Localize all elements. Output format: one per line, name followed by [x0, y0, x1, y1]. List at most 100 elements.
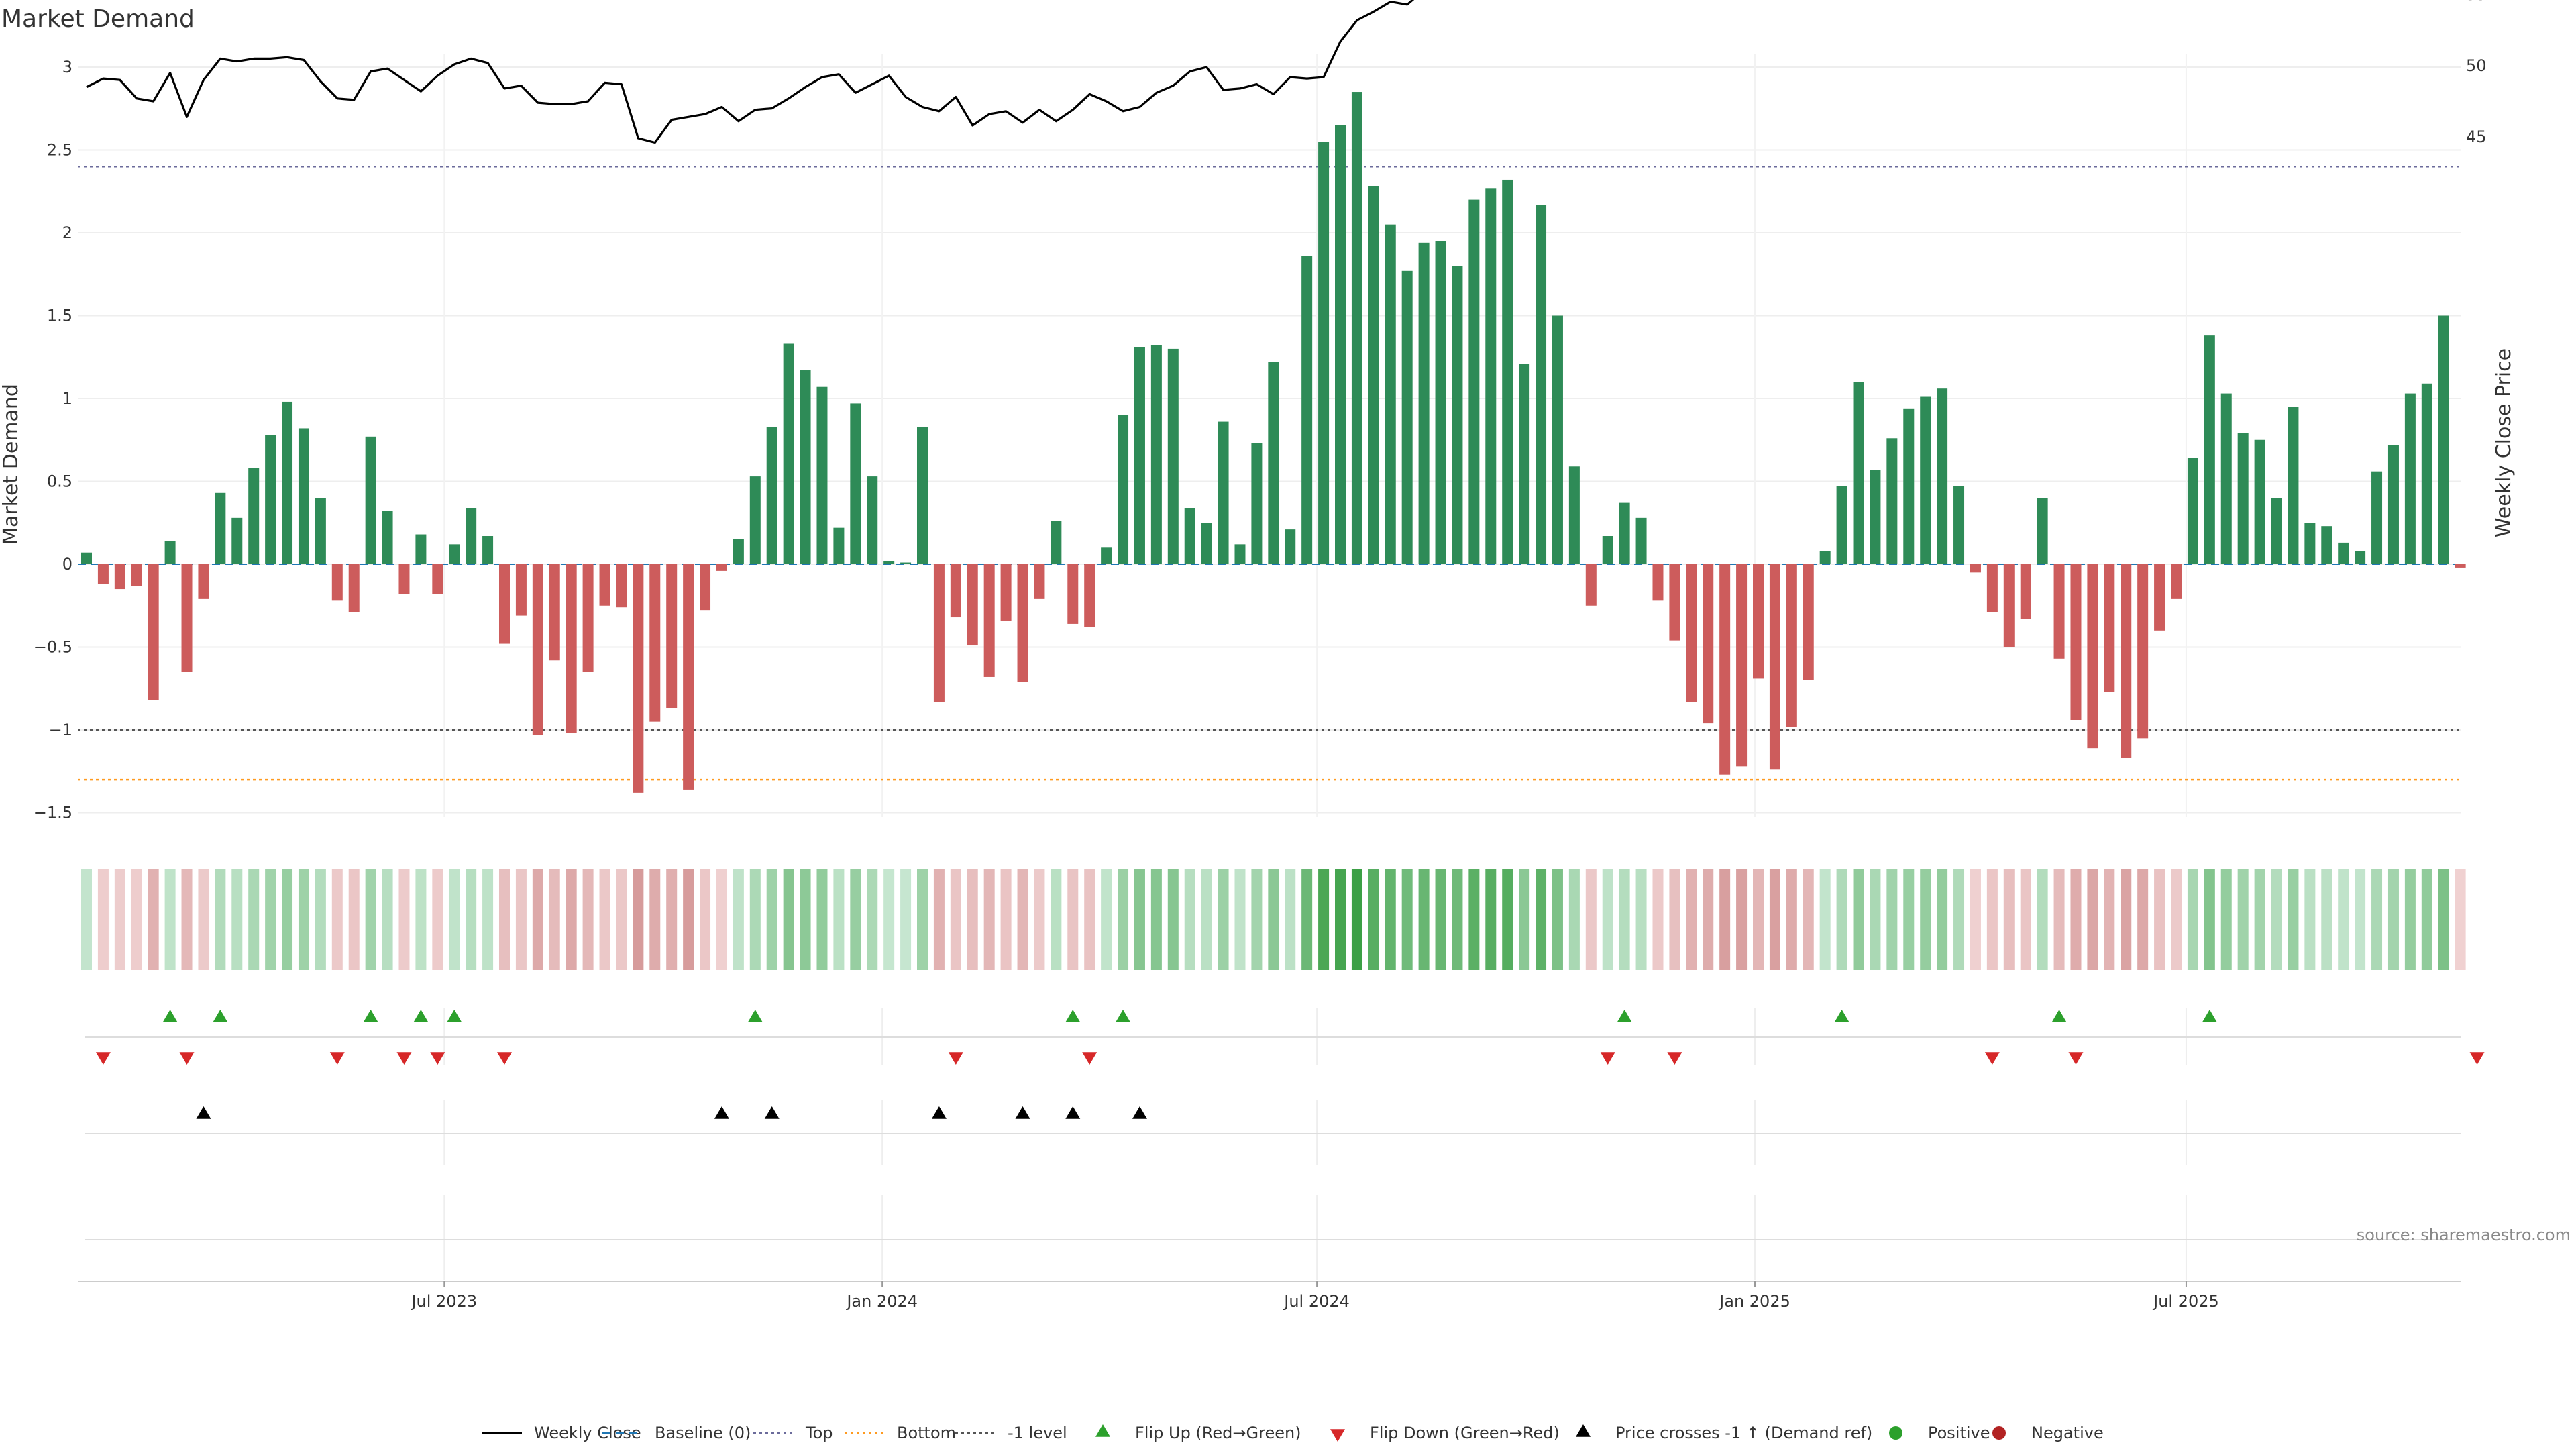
demand-bar: [2387, 445, 2399, 564]
demand-bar: [1686, 564, 1697, 702]
heat-cell: [114, 869, 125, 970]
demand-bar: [1602, 536, 1613, 564]
flip-down-marker: [1082, 1052, 1097, 1065]
heat-cell: [2187, 869, 2198, 970]
heat-cell: [983, 869, 995, 970]
heat-cell: [415, 869, 427, 970]
demand-bar: [1234, 544, 1246, 564]
demand-bar: [1870, 470, 1881, 564]
heat-cell: [81, 869, 92, 970]
legend-swatch: [1992, 1426, 2006, 1440]
gridlines: [78, 54, 2461, 1280]
demand-bar: [2288, 407, 2299, 564]
demand-bar: [515, 564, 527, 616]
heat-cell: [1602, 869, 1613, 970]
demand-bar: [2121, 564, 2132, 758]
heat-cell: [967, 869, 978, 970]
heat-cell: [1000, 869, 1012, 970]
legend-label: Weekly Close: [534, 1424, 641, 1442]
heat-cell: [265, 869, 276, 970]
legend-item: Flip Down (Green→Red): [1330, 1424, 1560, 1442]
demand-bar: [1485, 188, 1497, 564]
demand-bar: [2204, 335, 2215, 564]
flip-up-marker: [1065, 1010, 1081, 1022]
heat-cell: [298, 869, 309, 970]
flip-up-marker: [162, 1010, 178, 1022]
legend-swatch: [1330, 1429, 1345, 1442]
demand-bar: [766, 426, 777, 564]
heat-cell: [2254, 869, 2265, 970]
price-cross-panel: [85, 1106, 2461, 1134]
left-tick-label: 0.5: [47, 472, 72, 491]
demand-bar: [2104, 564, 2115, 692]
demand-bar: [298, 428, 309, 564]
demand-bar: [800, 370, 811, 564]
demand-bar: [1703, 564, 1714, 724]
flip-up-marker: [213, 1010, 228, 1022]
heat-cell: [850, 869, 861, 970]
heat-cell: [2404, 869, 2416, 970]
demand-bar: [331, 564, 343, 601]
heat-cell: [1819, 869, 1831, 970]
price-cross-marker: [1015, 1106, 1030, 1119]
flip-up-marker: [2202, 1010, 2217, 1022]
heat-cell: [867, 869, 878, 970]
demand-bar: [2304, 523, 2316, 564]
heat-cell: [1886, 869, 1898, 970]
price-cross-marker: [1132, 1106, 1147, 1119]
demand-bar: [1635, 517, 1647, 564]
demand-bar: [850, 403, 861, 564]
left-tick-label: −0.5: [34, 638, 72, 657]
demand-bar: [2338, 542, 2349, 564]
demand-bar: [1335, 125, 1346, 564]
heat-cell: [2237, 869, 2249, 970]
demand-bar: [1051, 521, 1062, 564]
legend-label: -1 level: [1008, 1424, 1067, 1442]
price-line-group: [86, 0, 1415, 144]
demand-bar: [2187, 458, 2198, 564]
heat-cell: [315, 869, 326, 970]
source-note: source: sharemaestro.com: [2357, 1226, 2571, 1244]
heat-cell: [1134, 869, 1145, 970]
left-tick-label: 2: [62, 223, 72, 242]
legend-item: Baseline (0): [602, 1424, 751, 1442]
demand-bar: [466, 508, 477, 564]
demand-bar: [348, 564, 360, 612]
right-axis-ticks: 706560555045: [2466, 0, 2487, 146]
heat-cell: [1536, 869, 1547, 970]
demand-bar: [1903, 408, 1915, 564]
heat-cell: [2288, 869, 2299, 970]
demand-bar: [1502, 179, 1513, 565]
demand-bar: [716, 564, 727, 571]
demand-bar: [816, 386, 828, 564]
heat-cell: [282, 869, 293, 970]
heat-cell: [482, 869, 494, 970]
demand-bar: [967, 564, 978, 646]
heat-cell: [783, 869, 794, 970]
heat-cell: [331, 869, 343, 970]
demand-bar: [231, 517, 243, 564]
demand-bar: [1034, 564, 1045, 599]
heat-cell: [2438, 869, 2449, 970]
heat-cell: [2121, 869, 2132, 970]
demand-bar: [1218, 421, 1229, 564]
demand-bar: [164, 541, 176, 564]
heat-cell: [549, 869, 560, 970]
demand-bar: [181, 564, 193, 672]
demand-bar: [1819, 551, 1831, 564]
heat-cell: [1335, 869, 1346, 970]
flip-down-marker: [1984, 1052, 2000, 1065]
demand-bar: [1285, 529, 1296, 564]
x-tick-label: Jan 2024: [845, 1292, 918, 1311]
left-tick-label: 0: [62, 555, 72, 574]
heat-cell: [1385, 869, 1396, 970]
heat-cell: [1150, 869, 1162, 970]
demand-bar: [1836, 486, 1847, 564]
demand-bar: [2087, 564, 2098, 749]
legend-label: Flip Down (Green→Red): [1370, 1424, 1560, 1442]
heat-cell: [1703, 869, 1714, 970]
legend-label: Bottom: [897, 1424, 956, 1442]
demand-bar: [2455, 564, 2466, 568]
heat-cell: [1786, 869, 1797, 970]
